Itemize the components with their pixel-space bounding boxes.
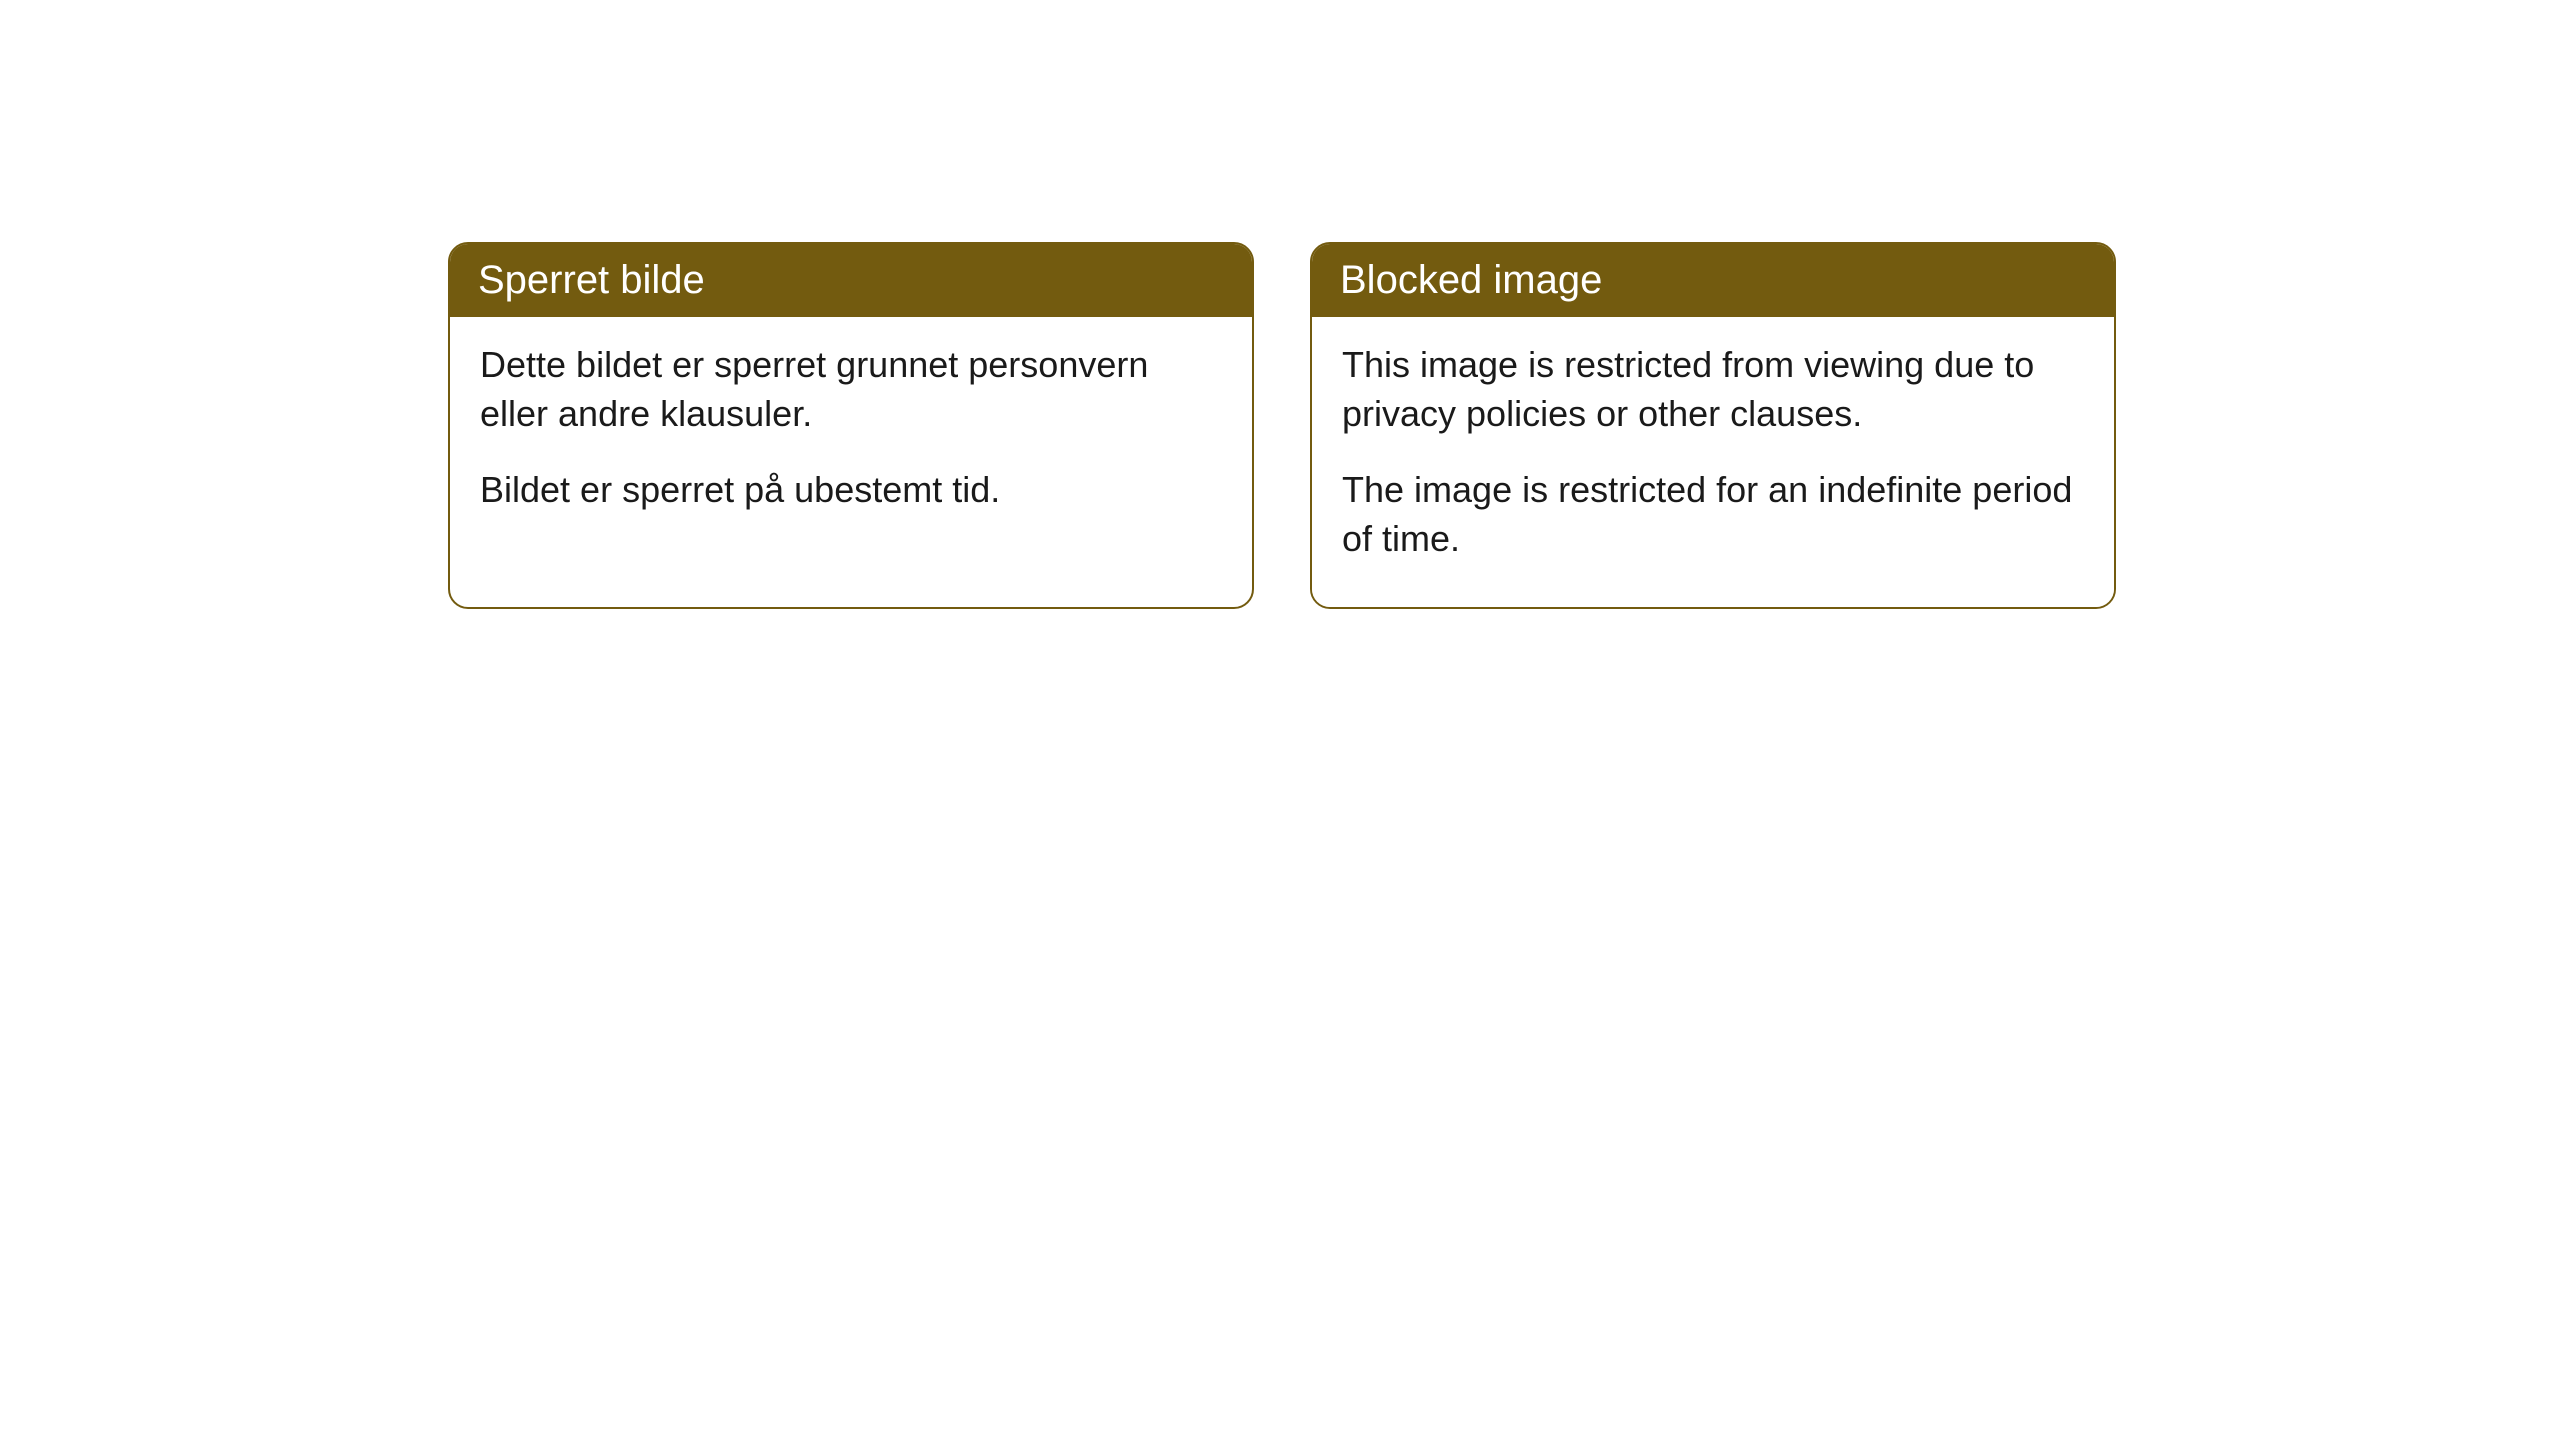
card-body-english: This image is restricted from viewing du… <box>1312 317 2114 607</box>
card-title-norwegian: Sperret bilde <box>478 258 705 302</box>
card-paragraph-2-norwegian: Bildet er sperret på ubestemt tid. <box>480 466 1222 515</box>
notice-card-english: Blocked image This image is restricted f… <box>1310 242 2116 609</box>
card-paragraph-1-english: This image is restricted from viewing du… <box>1342 341 2084 438</box>
card-title-english: Blocked image <box>1340 258 1602 302</box>
card-paragraph-2-english: The image is restricted for an indefinit… <box>1342 466 2084 563</box>
notice-card-norwegian: Sperret bilde Dette bildet er sperret gr… <box>448 242 1254 609</box>
card-body-norwegian: Dette bildet er sperret grunnet personve… <box>450 317 1252 559</box>
notice-cards-container: Sperret bilde Dette bildet er sperret gr… <box>448 242 2116 609</box>
card-header-english: Blocked image <box>1312 244 2114 317</box>
card-header-norwegian: Sperret bilde <box>450 244 1252 317</box>
card-paragraph-1-norwegian: Dette bildet er sperret grunnet personve… <box>480 341 1222 438</box>
